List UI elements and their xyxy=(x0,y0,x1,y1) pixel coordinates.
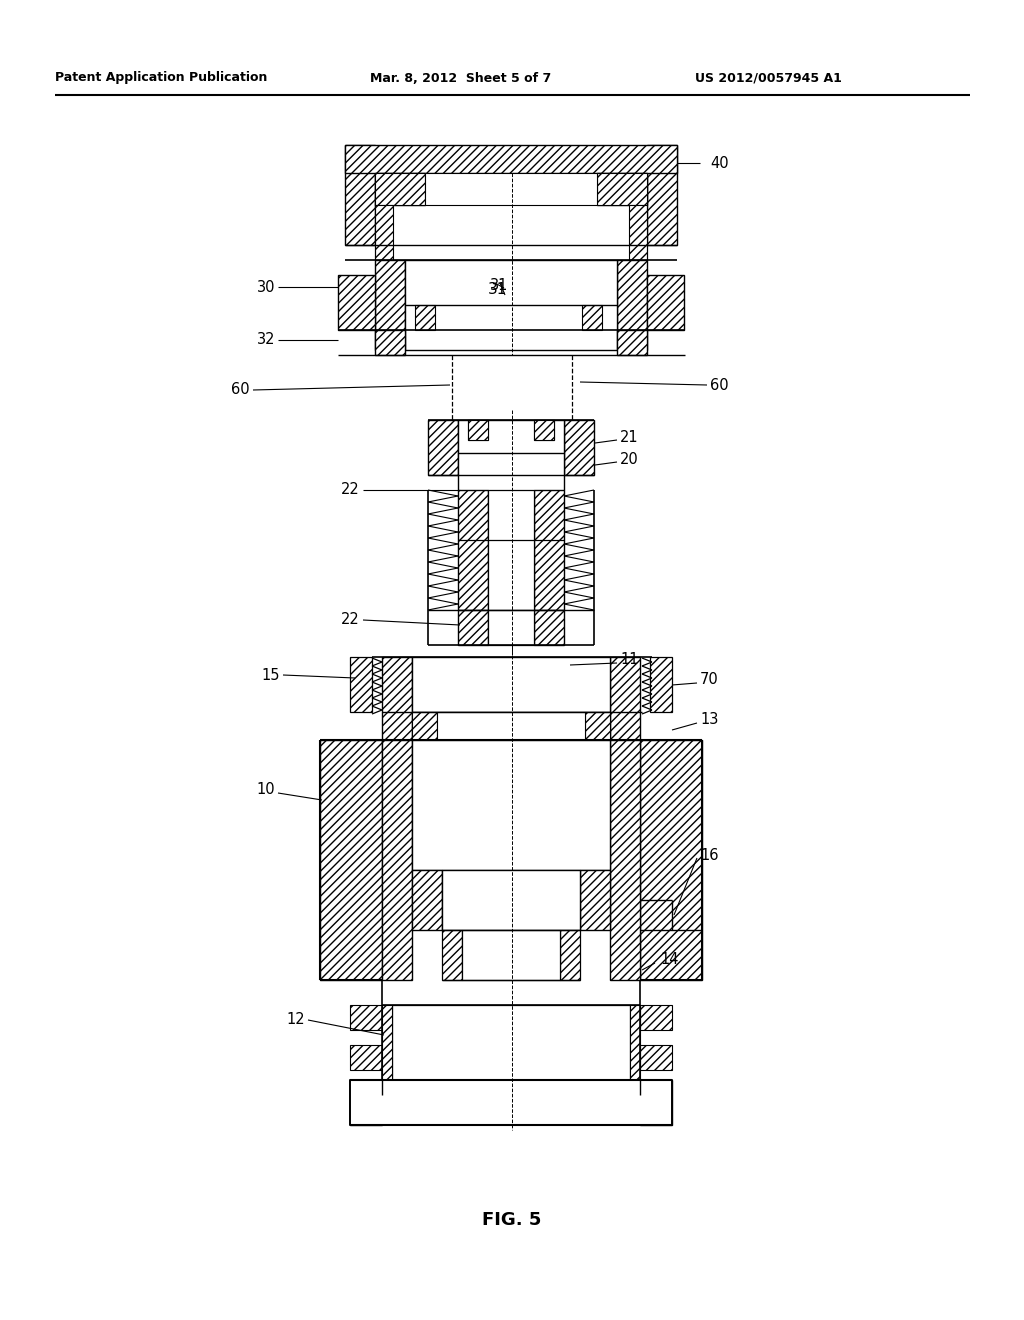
Bar xyxy=(319,741,382,979)
Text: 16: 16 xyxy=(700,847,719,862)
Bar xyxy=(375,173,425,205)
Bar xyxy=(412,870,442,931)
Bar xyxy=(375,260,406,350)
Bar xyxy=(597,173,647,205)
Bar xyxy=(462,931,560,979)
Text: 70: 70 xyxy=(700,672,719,688)
Bar xyxy=(425,173,597,205)
Bar xyxy=(650,657,672,711)
Bar xyxy=(610,657,640,741)
Text: 12: 12 xyxy=(287,1012,305,1027)
Bar xyxy=(534,610,564,645)
Bar xyxy=(564,420,594,475)
Bar xyxy=(534,420,554,440)
Text: 31: 31 xyxy=(488,282,507,297)
Bar xyxy=(560,931,580,979)
Bar xyxy=(468,420,488,440)
Bar xyxy=(617,330,647,355)
Bar xyxy=(428,420,458,475)
Text: Mar. 8, 2012  Sheet 5 of 7: Mar. 8, 2012 Sheet 5 of 7 xyxy=(370,71,551,84)
Bar xyxy=(458,490,488,610)
Bar xyxy=(580,870,610,931)
Bar xyxy=(392,1005,630,1080)
Text: 11: 11 xyxy=(620,652,639,668)
Text: 22: 22 xyxy=(341,483,360,498)
Bar xyxy=(345,145,677,173)
Text: FIG. 5: FIG. 5 xyxy=(482,1210,542,1229)
Text: US 2012/0057945 A1: US 2012/0057945 A1 xyxy=(695,71,842,84)
Bar xyxy=(640,1080,672,1125)
Bar xyxy=(350,1080,672,1125)
Bar xyxy=(582,305,602,330)
Bar xyxy=(458,610,488,645)
Bar xyxy=(647,275,684,330)
Bar xyxy=(412,741,610,870)
Bar xyxy=(382,741,412,979)
Bar xyxy=(630,1005,640,1080)
Bar xyxy=(534,490,564,610)
Bar xyxy=(412,711,610,741)
Text: 13: 13 xyxy=(700,713,719,727)
Text: 14: 14 xyxy=(660,953,679,968)
Bar xyxy=(610,741,640,979)
Bar xyxy=(406,260,617,350)
Bar xyxy=(597,173,647,205)
Bar xyxy=(350,1045,382,1071)
Bar xyxy=(488,490,534,610)
Bar xyxy=(415,305,435,330)
Bar xyxy=(345,145,375,246)
Bar xyxy=(412,711,437,741)
Bar xyxy=(350,657,372,711)
Text: 15: 15 xyxy=(261,668,280,682)
Text: 31: 31 xyxy=(490,277,508,293)
Bar xyxy=(640,1005,672,1030)
Bar xyxy=(458,420,564,475)
Bar xyxy=(640,741,702,979)
Bar xyxy=(488,610,534,645)
Text: 40: 40 xyxy=(710,156,729,170)
Bar xyxy=(412,657,610,711)
Bar xyxy=(338,275,375,330)
Bar xyxy=(585,711,610,741)
Bar xyxy=(375,205,393,260)
Text: 21: 21 xyxy=(620,429,639,445)
Bar xyxy=(617,260,647,350)
Bar xyxy=(629,205,647,260)
Bar xyxy=(640,1045,672,1071)
Bar xyxy=(382,1005,392,1080)
Text: 60: 60 xyxy=(710,378,729,392)
Text: 22: 22 xyxy=(341,612,360,627)
Bar xyxy=(375,173,425,205)
Text: 60: 60 xyxy=(231,383,250,397)
Bar xyxy=(382,657,412,741)
Bar xyxy=(437,711,585,741)
Bar xyxy=(350,1080,382,1125)
Bar xyxy=(442,931,462,979)
Bar xyxy=(534,420,554,440)
Text: 30: 30 xyxy=(256,280,275,294)
Bar xyxy=(468,420,488,440)
Bar xyxy=(350,1005,382,1030)
Bar xyxy=(375,330,406,355)
Text: 20: 20 xyxy=(620,453,639,467)
Bar xyxy=(442,870,580,931)
Text: 32: 32 xyxy=(256,333,275,347)
Text: Patent Application Publication: Patent Application Publication xyxy=(55,71,267,84)
Bar xyxy=(647,145,677,246)
Text: 10: 10 xyxy=(256,783,275,797)
